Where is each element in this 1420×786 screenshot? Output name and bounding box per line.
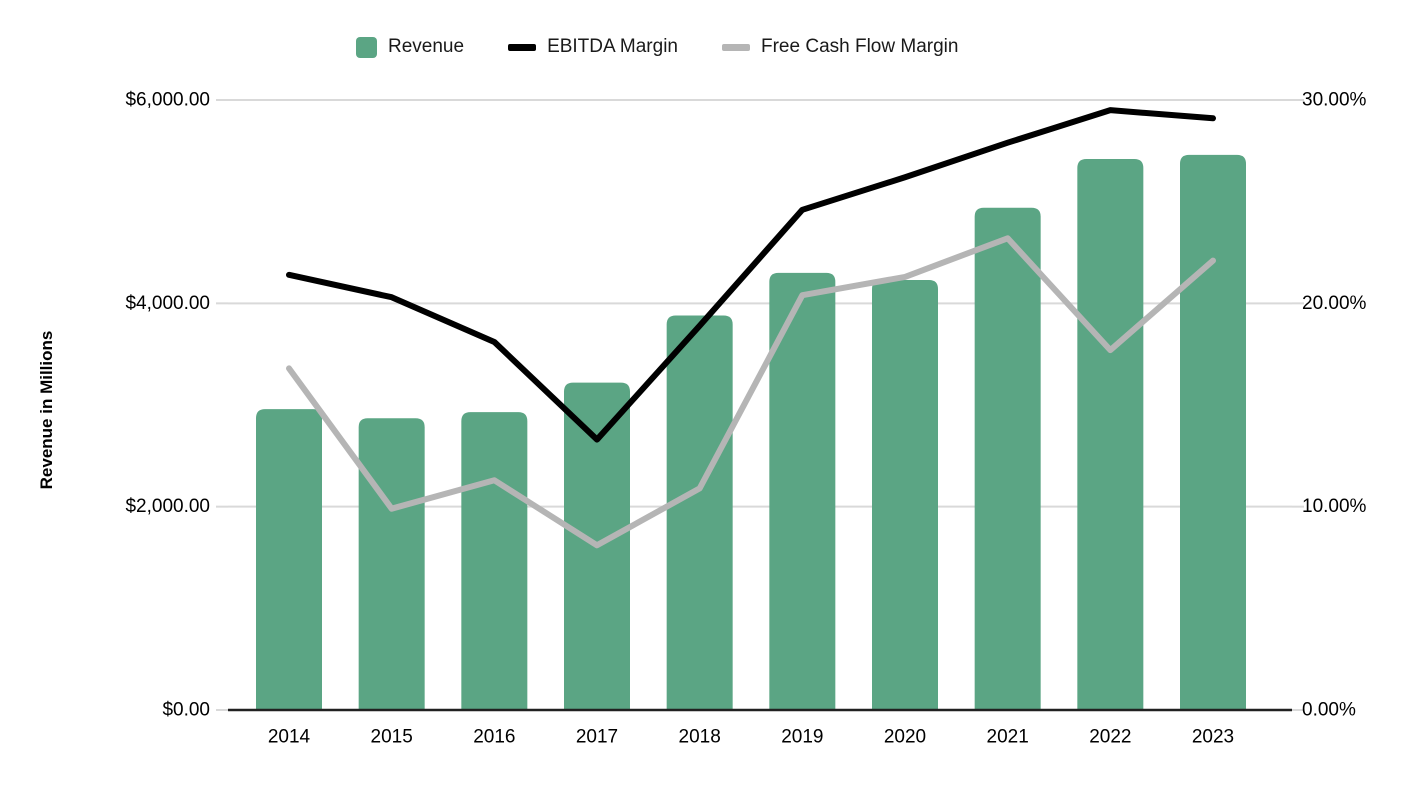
left-axis-tick-label: $4,000.00 <box>125 293 210 314</box>
right-axis-tick-label: 10.00% <box>1302 496 1367 517</box>
revenue-bar-2018 <box>666 315 733 709</box>
free-cash-flow-margin-line <box>286 235 1216 549</box>
legend-item-ebitda-margin: EBITDA Margin <box>508 36 678 58</box>
x-axis-year-label: 2023 <box>1192 727 1234 748</box>
right-axis-tick-label: 0.00% <box>1302 700 1356 721</box>
legend-swatch-icon <box>356 36 377 58</box>
left-axis-tick-label: $0.00 <box>162 700 210 721</box>
right-axis-tick-label: 30.00% <box>1302 90 1367 111</box>
legend-label: Revenue <box>388 36 465 57</box>
x-axis-year-label: 2014 <box>268 727 311 748</box>
ebitda-margin-line <box>286 107 1216 443</box>
left-axis-tick-label: $6,000.00 <box>125 90 210 111</box>
legend-item-free-cash-flow-margin: Free Cash Flow Margin <box>722 36 958 58</box>
revenue-bar-2016 <box>461 412 528 709</box>
right-axis-tick-label: 20.00% <box>1302 293 1367 314</box>
revenue-bar-2020 <box>872 279 938 709</box>
revenue-bar-2023 <box>1180 154 1246 709</box>
revenue-bar-2014 <box>256 409 322 709</box>
x-axis-year-label: 2020 <box>884 727 926 748</box>
legend-swatch-icon <box>508 43 537 51</box>
left-axis-title: Revenue in Millions <box>37 330 56 490</box>
x-axis-year-label: 2015 <box>371 727 413 748</box>
legend-label: EBITDA Margin <box>547 36 678 57</box>
legend-swatch-icon <box>722 43 750 51</box>
left-axis-tick-label: $2,000.00 <box>125 496 210 517</box>
revenue-bar-2021 <box>974 207 1041 709</box>
x-axis-year-label: 2019 <box>781 727 823 748</box>
x-axis-year-label: 2018 <box>679 727 721 748</box>
x-axis-year-label: 2021 <box>987 727 1029 748</box>
x-axis-year-label: 2016 <box>473 727 515 748</box>
legend-label: Free Cash Flow Margin <box>761 36 959 57</box>
revenue-bar-2015 <box>358 418 425 709</box>
legend-item-revenue: Revenue <box>356 36 464 58</box>
x-axis-year-label: 2022 <box>1089 727 1131 748</box>
revenue-bar-2022 <box>1077 158 1144 709</box>
x-axis-year-label: 2017 <box>576 727 618 748</box>
chart-legend: Revenue EBITDA Margin Free Cash Flow Margi… <box>356 36 958 58</box>
revenue-bar-2019 <box>769 272 836 709</box>
